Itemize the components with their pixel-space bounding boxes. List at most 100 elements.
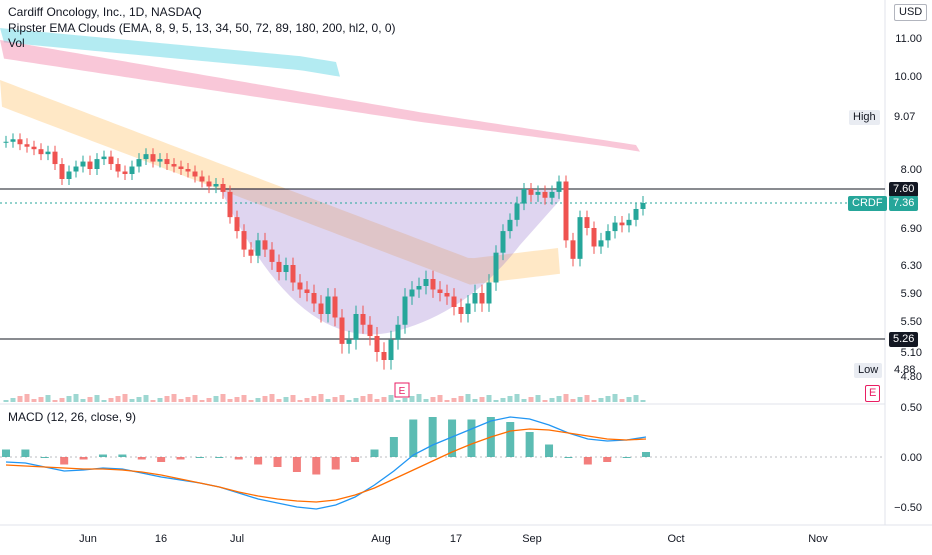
last-price-label: 7.36 [889,196,919,211]
candle-body [45,151,51,155]
volume-bar [255,398,261,402]
price-tick-label: 11.00 [895,33,922,45]
candle-body [241,231,247,250]
price-tick-label: 5.50 [901,316,922,328]
symbol-title: Cardiff Oncology, Inc., 1D, NASDAQ [8,5,202,19]
macd-histogram-bar [603,457,612,462]
candle-body [423,279,429,286]
candle-body [157,159,163,162]
volume-bar [157,398,163,402]
earnings-marker-text: E [399,386,406,397]
candle-body [38,149,44,155]
cloud-purple [220,188,560,335]
candle-body [283,265,289,272]
candle-body [80,161,86,167]
candle-body [409,289,415,297]
candle-body [500,231,506,253]
candle-body [381,352,387,360]
candle-body [444,293,450,297]
volume-bar [500,398,506,402]
candle-body [192,171,198,177]
volume-bar [528,397,534,402]
macd-histogram-bar [506,422,515,457]
macd-histogram-bar [157,457,166,462]
macd-histogram-bar [370,449,379,457]
macd-histogram-bar [622,457,631,458]
candle-body [73,166,79,172]
volume-bar [24,394,30,402]
volume-bar [220,394,226,402]
candle-body [563,181,569,241]
volume-bar [381,397,387,402]
macd-tick-label: 0.00 [901,452,922,464]
macd-histogram-bar [351,457,360,462]
candle-body [304,289,310,293]
candle-body [290,265,296,283]
candle-body [66,171,72,179]
volume-bar [612,394,618,402]
candle-body [101,156,107,160]
candle-body [535,191,541,195]
volume-bar [542,400,548,402]
volume-bar [339,395,345,402]
candle-body [227,191,233,218]
macd-histogram-bar [448,419,457,457]
currency-button[interactable]: USD [894,4,928,21]
volume-bar [283,397,289,402]
volume-bar [374,399,380,402]
volume-bar [430,397,436,402]
macd-legend[interactable]: MACD (12, 26, close, 9) [8,410,137,424]
candle-body [598,240,604,247]
candle-body [465,303,471,314]
candle-body [129,166,135,174]
macd-histogram-bar [137,457,146,460]
volume-bar [171,394,177,402]
price-tick-label: 10.00 [894,71,922,83]
price-tick-label: 5.90 [901,288,922,300]
candle-body [619,222,625,226]
volume-bar [269,394,275,402]
volume-bar [549,398,555,402]
candle-body [570,240,576,259]
candle-body [24,144,30,147]
volume-bar [262,396,268,402]
price-tick-label: 6.90 [901,223,922,235]
volume-bar [185,397,191,402]
volume-bar [101,400,107,402]
earnings-marker-axis[interactable]: E [865,385,881,402]
indicator-legend[interactable]: Ripster EMA Clouds (EMA, 8, 9, 5, 13, 34… [8,21,396,35]
volume-bar [353,398,359,402]
candle-body [199,176,205,182]
volume-bar [472,399,478,402]
volume-legend[interactable]: Vol [8,36,25,50]
candle-body [507,219,513,232]
cloud-orange [0,80,560,285]
volume-bar [626,397,632,402]
candle-body [115,164,121,172]
volume-bar [108,398,114,402]
volume-bar [507,396,513,402]
volume-bar [276,399,282,402]
macd-histogram-bar [60,457,69,465]
candle-body [430,279,436,290]
macd-histogram-bar [525,432,534,457]
time-tick-label: Sep [522,533,542,545]
candle-body [626,219,632,226]
candle-body [549,191,555,198]
volume-bar [605,396,611,402]
level-7-60-label: 7.60 [889,182,919,197]
volume-bar [213,396,219,402]
volume-bar [59,398,65,402]
candle-body [605,231,611,241]
macd-histogram-bar [40,457,49,458]
volume-bar [129,399,135,402]
time-tick-label: Nov [808,533,828,545]
macd-histogram-bar [195,457,204,458]
volume-bar [493,400,499,402]
volume-bar [150,400,156,402]
volume-bar [248,400,254,402]
candle-body [269,249,275,262]
candle-body [234,217,240,232]
